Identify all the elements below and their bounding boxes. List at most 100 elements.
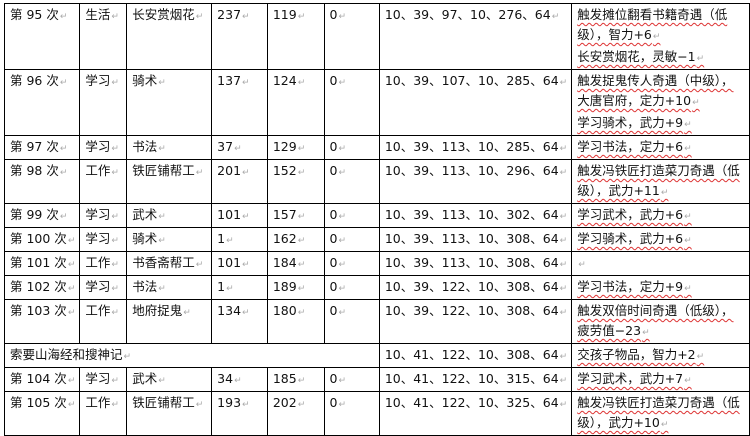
remark-line: 触发冯铁匠打造菜刀奇遇（低级），武力+10 [577,393,745,435]
round-cell: 第 98 次 [3,159,81,204]
round-cell: 第 96 次 [3,69,81,136]
stats-cell: 10、39、97、10、276、64 [378,3,573,70]
value-cell: 152 [266,159,325,204]
value-cell-text: 0 [330,371,347,386]
type-cell: 生活 [79,3,128,70]
value-cell: 101 [211,251,268,276]
value-cell-text: 1 [217,231,234,246]
remarks-cell: 学习骑术，武力+6 [571,227,750,252]
round-cell: 第 99 次 [3,203,81,228]
value-cell-text: 0 [330,73,347,88]
remarks-cell: 学习武术，武力+7 [571,367,750,392]
remark-line: 学习骑术，武力+6 [577,229,745,251]
round-cell-text: 第 101 次 [10,255,75,270]
round-cell-text: 第 100 次 [10,231,75,246]
remark-line: 触发双倍时间奇遇（低级），疲劳值−23 [577,301,745,343]
stats-cell: 10、39、122、10、308、64 [378,299,573,344]
round-cell: 第 104 次 [3,367,81,392]
value-cell: 0 [323,159,380,204]
value-cell-text: 189 [273,279,305,294]
type-cell: 学习 [79,135,128,160]
round-cell: 第 101 次 [3,251,81,276]
round-cell-text: 第 97 次 [10,139,67,154]
value-cell-text: 0 [330,231,347,246]
value-cell: 134 [211,299,268,344]
stats-cell-text: 10、41、122、10、315、64 [385,371,567,386]
stats-cell-text: 10、39、122、10、308、64 [385,279,567,294]
value-cell-text: 237 [217,7,249,22]
table-row: 第 104 次学习武术 34 185 0 10、41、122、10、315、64 学习武术… [3,367,750,392]
remarks-cell: 交孩子物品，智力+2 [571,343,750,368]
value-cell-text: 129 [273,139,305,154]
remarks-cell: 触发捉鬼传人奇遇（中级），大唐官府，定力+10学习骑术，武力+9 [571,69,750,136]
remarks-cell: 学习书法，定力+9 [571,275,750,300]
activity-cell: 书法 [126,135,213,160]
table-row: 第 102 次学习书法 1 189 0 10、39、122、10、308、64 学习书法，… [3,275,750,300]
value-cell-text: 152 [273,163,305,178]
type-cell: 学习 [79,69,128,136]
value-cell-text: 101 [217,207,249,222]
stats-cell: 10、39、113、10、285、64 [378,135,573,160]
stats-cell-text: 10、39、122、10、308、64 [385,303,567,318]
type-cell-text: 学习 [85,73,119,88]
type-cell: 学习 [79,275,128,300]
type-cell: 学习 [79,367,128,392]
type-cell-text: 生活 [85,7,119,22]
value-cell: 1 [211,227,268,252]
value-cell: 119 [266,3,325,70]
value-cell-text: 0 [330,139,347,154]
type-cell: 学习 [79,203,128,228]
stats-cell-text: 10、41、122、10、308、64 [385,347,567,362]
value-cell-text: 193 [217,395,249,410]
value-cell: 180 [266,299,325,344]
activity-cell: 书法 [126,275,213,300]
type-cell-text: 学习 [85,139,119,154]
value-cell: 184 [266,251,325,276]
round-cell-text: 第 104 次 [10,371,75,386]
value-cell-text: 124 [273,73,305,88]
value-cell: 124 [266,69,325,136]
value-cell: 37 [211,135,268,160]
stats-cell: 10、39、113、10、308、64 [378,227,573,252]
type-cell-text: 学习 [85,207,119,222]
type-cell: 工作 [79,299,128,344]
table-row: 第 97 次 学习书法 37 129 0 10、39、113、10、285、64 学习书法，… [3,135,750,160]
stats-cell-text: 10、41、122、10、325、64 [385,395,567,410]
remark-line: 学习骑术，武力+9 [577,113,745,135]
value-cell-text: 34 [217,371,241,386]
activity-cell-text: 骑术 [132,231,166,246]
value-cell: 162 [266,227,325,252]
remarks-cell [571,251,750,276]
type-cell-text: 工作 [85,395,119,410]
value-cell: 193 [211,391,268,436]
value-cell: 1 [211,275,268,300]
round-cell-text: 第 105 次 [10,395,75,410]
value-cell-text: 157 [273,207,305,222]
value-cell-text: 0 [330,303,347,318]
stats-cell-text: 10、39、113、10、308、64 [385,231,567,246]
round-cell-text: 第 103 次 [10,303,75,318]
activity-cell: 铁匠铺帮工 [126,391,213,436]
value-cell-text: 0 [330,279,347,294]
type-cell-text: 工作 [85,303,119,318]
table-row: 索要山海经和搜神记 10、41、122、10、308、64 交孩子物品，智力+2 [4,343,750,368]
stats-cell: 10、39、113、10、302、64 [378,203,573,228]
value-cell-text: 137 [217,73,249,88]
type-cell: 工作 [79,159,128,204]
round-cell-text: 第 96 次 [10,73,67,88]
remark-line: 学习武术，武力+7 [577,369,745,391]
stats-cell: 10、39、107、10、285、64 [378,69,573,136]
remarks-cell: 学习书法，定力+6 [571,135,750,160]
table-row: 第 95 次 生活长安赏烟花 237 119 0 10、39、97、10、276、64 触发… [3,3,750,70]
value-cell-text: 1 [217,279,234,294]
type-cell-text: 学习 [85,371,119,386]
value-cell: 0 [323,275,380,300]
value-cell: 0 [323,3,380,70]
value-cell-text: 134 [217,303,249,318]
round-cell: 第 95 次 [3,3,81,70]
round-cell-text: 第 99 次 [10,207,67,222]
remarks-cell: 触发冯铁匠打造菜刀奇遇（低级），武力+10 [571,391,750,436]
value-cell: 0 [323,135,380,160]
stats-cell: 10、41、122、10、308、64 [378,343,573,368]
activity-cell: 铁匠铺帮工 [126,159,213,204]
